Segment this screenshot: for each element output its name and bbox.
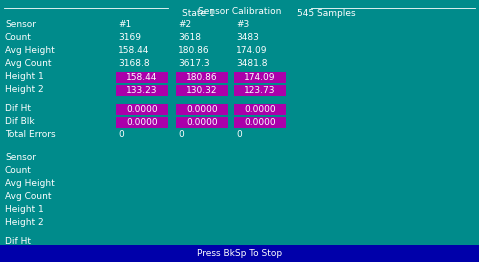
Bar bbox=[116, 85, 168, 96]
Text: 133.23: 133.23 bbox=[126, 86, 158, 95]
Bar bbox=[234, 72, 286, 83]
Text: Dif Blk: Dif Blk bbox=[5, 250, 34, 259]
Text: 180.86: 180.86 bbox=[178, 46, 210, 55]
Text: 0.0000: 0.0000 bbox=[244, 105, 276, 114]
Text: Dif Ht: Dif Ht bbox=[5, 237, 31, 246]
Bar bbox=[234, 117, 286, 128]
Text: #1: #1 bbox=[118, 20, 131, 29]
Text: #2: #2 bbox=[178, 20, 191, 29]
Text: 0.0000: 0.0000 bbox=[186, 105, 218, 114]
Bar bbox=[116, 104, 168, 115]
Text: 174.09: 174.09 bbox=[236, 46, 267, 55]
Text: 158.44: 158.44 bbox=[126, 73, 158, 82]
Text: 0: 0 bbox=[118, 130, 124, 139]
Bar bbox=[0, 245, 479, 262]
Text: Avg Count: Avg Count bbox=[5, 59, 52, 68]
Text: #3: #3 bbox=[236, 20, 249, 29]
Bar bbox=[176, 85, 228, 96]
Text: 0: 0 bbox=[236, 130, 242, 139]
Text: 3169: 3169 bbox=[118, 33, 141, 42]
Text: Total Errors: Total Errors bbox=[5, 130, 56, 139]
Text: Dif Ht: Dif Ht bbox=[5, 104, 31, 113]
Text: 0.0000: 0.0000 bbox=[126, 118, 158, 127]
Text: Avg Count: Avg Count bbox=[5, 192, 52, 201]
Bar bbox=[116, 117, 168, 128]
Text: 3483: 3483 bbox=[236, 33, 259, 42]
Text: Count: Count bbox=[5, 33, 32, 42]
Text: Sensor: Sensor bbox=[5, 153, 36, 162]
Text: 0.0000: 0.0000 bbox=[126, 105, 158, 114]
Text: 158.44: 158.44 bbox=[118, 46, 149, 55]
Text: Press BkSp To Stop: Press BkSp To Stop bbox=[197, 249, 282, 258]
Bar bbox=[176, 117, 228, 128]
Text: 3168.8: 3168.8 bbox=[118, 59, 149, 68]
Text: 0: 0 bbox=[178, 130, 184, 139]
Text: Avg Height: Avg Height bbox=[5, 179, 55, 188]
Bar bbox=[116, 72, 168, 83]
Bar bbox=[234, 104, 286, 115]
Text: Height 2: Height 2 bbox=[5, 218, 44, 227]
Text: Height 1: Height 1 bbox=[5, 205, 44, 214]
Text: Height 2: Height 2 bbox=[5, 85, 44, 94]
Text: 3618: 3618 bbox=[178, 33, 201, 42]
Text: Sensor Calibration: Sensor Calibration bbox=[198, 7, 281, 16]
Text: 123.73: 123.73 bbox=[244, 86, 276, 95]
Text: Dif Blk: Dif Blk bbox=[5, 117, 34, 126]
Text: 180.86: 180.86 bbox=[186, 73, 218, 82]
Text: Count: Count bbox=[5, 166, 32, 175]
Bar bbox=[176, 72, 228, 83]
Text: 130.32: 130.32 bbox=[186, 86, 218, 95]
Text: 0.0000: 0.0000 bbox=[186, 118, 218, 127]
Text: State 1: State 1 bbox=[182, 9, 215, 19]
Bar bbox=[234, 85, 286, 96]
Text: 545 Samples: 545 Samples bbox=[297, 9, 355, 19]
Text: 3481.8: 3481.8 bbox=[236, 59, 267, 68]
Text: 0.0000: 0.0000 bbox=[244, 118, 276, 127]
Text: Height 1: Height 1 bbox=[5, 72, 44, 81]
Text: Avg Height: Avg Height bbox=[5, 46, 55, 55]
Bar bbox=[176, 104, 228, 115]
Text: 174.09: 174.09 bbox=[244, 73, 276, 82]
Text: 3617.3: 3617.3 bbox=[178, 59, 210, 68]
Text: Sensor: Sensor bbox=[5, 20, 36, 29]
